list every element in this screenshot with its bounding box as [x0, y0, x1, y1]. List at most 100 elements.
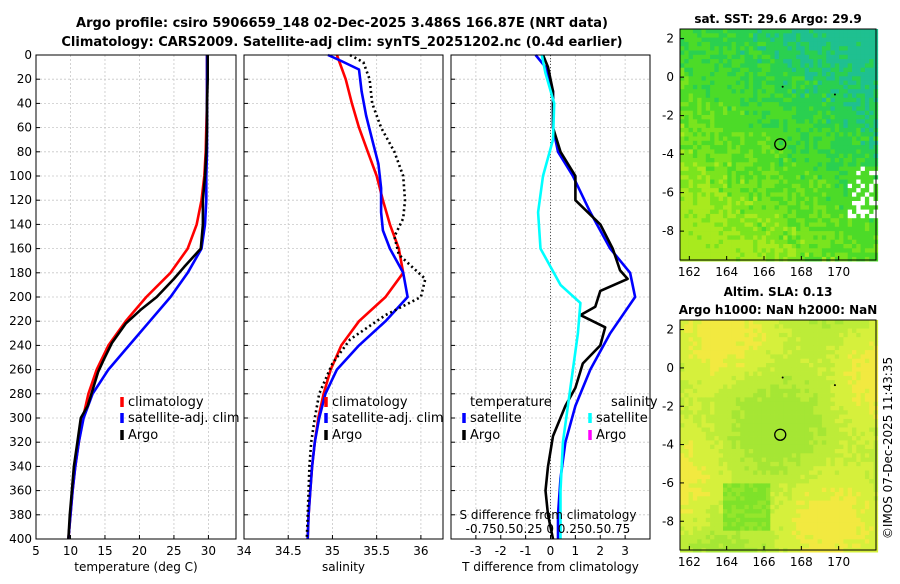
map-cell	[684, 415, 689, 420]
map-cell	[805, 81, 810, 86]
map-cell	[762, 367, 767, 372]
map-cell	[740, 505, 745, 510]
map-cell	[680, 514, 685, 519]
map-cell	[813, 59, 818, 64]
map-cell	[706, 51, 711, 56]
map-cell	[792, 167, 797, 172]
map-cell	[826, 436, 831, 441]
map-cell	[719, 522, 724, 527]
sla-map-subtitle: Argo h1000: NaN h2000: NaN	[679, 303, 878, 317]
map-cell	[714, 337, 719, 342]
map-cell	[818, 432, 823, 437]
map-cell	[818, 51, 823, 56]
map-cell	[813, 29, 818, 34]
map-cell	[702, 210, 707, 215]
map-cell	[723, 128, 728, 133]
map-cell	[706, 42, 711, 47]
map-cell	[689, 350, 694, 355]
map-cell	[865, 51, 870, 56]
map-cell	[843, 89, 848, 94]
map-cell	[736, 29, 741, 34]
map-cell	[693, 197, 698, 202]
map-cell	[732, 214, 737, 219]
map-cell	[839, 89, 844, 94]
map-cell	[702, 89, 707, 94]
map-cell	[788, 38, 793, 43]
map-cell	[710, 171, 715, 176]
map-cell	[805, 119, 810, 124]
map-cell	[869, 55, 874, 60]
map-cell	[861, 475, 866, 480]
map-cell	[852, 471, 857, 476]
map-cell	[727, 55, 732, 60]
map-cell	[727, 440, 732, 445]
map-cell	[835, 518, 840, 523]
map-cell	[749, 458, 754, 463]
map-cell	[852, 132, 857, 137]
map-cell	[775, 197, 780, 202]
map-cell	[775, 188, 780, 193]
map-cell	[762, 218, 767, 223]
map-cell	[710, 145, 715, 150]
map-cell	[779, 180, 784, 185]
map-cell	[822, 158, 827, 163]
map-cell	[800, 350, 805, 355]
map-cell	[689, 342, 694, 347]
map-cell	[684, 397, 689, 402]
map-cell	[753, 514, 758, 519]
map-cell	[689, 42, 694, 47]
map-cell	[865, 106, 870, 111]
map-cell	[736, 436, 741, 441]
map-cell	[852, 33, 857, 38]
map-cell	[826, 320, 831, 325]
map-cell	[766, 145, 771, 150]
map-cell	[792, 372, 797, 377]
map-cell	[762, 106, 767, 111]
map-cell	[693, 227, 698, 232]
map-cell	[779, 445, 784, 450]
map-cell	[805, 436, 810, 441]
map-cell	[745, 137, 750, 142]
map-cell	[732, 128, 737, 133]
map-cell	[753, 63, 758, 68]
map-cell	[740, 188, 745, 193]
map-cell	[835, 240, 840, 245]
map-cell	[684, 501, 689, 506]
map-cell	[869, 514, 874, 519]
map-cell	[749, 505, 754, 510]
map-cell	[723, 188, 728, 193]
map-cell	[762, 354, 767, 359]
map-cell	[706, 393, 711, 398]
map-y-tick-label: -4	[662, 147, 674, 161]
map-cell	[770, 518, 775, 523]
map-cell	[719, 501, 724, 506]
map-cell	[848, 119, 853, 124]
map-cell	[843, 458, 848, 463]
map-cell	[766, 410, 771, 415]
map-cell	[727, 462, 732, 467]
map-cell	[818, 38, 823, 43]
map-cell	[852, 320, 857, 325]
map-cell	[813, 231, 818, 236]
map-cell	[779, 479, 784, 484]
map-cell	[831, 342, 836, 347]
map-cell	[770, 235, 775, 240]
map-cell	[869, 445, 874, 450]
map-cell	[831, 501, 836, 506]
map-cell	[680, 171, 685, 176]
map-cell	[693, 149, 698, 154]
map-cell	[843, 63, 848, 68]
map-cell	[710, 119, 715, 124]
map-cell	[762, 458, 767, 463]
map-cell	[766, 514, 771, 519]
map-cell	[770, 38, 775, 43]
map-cell	[753, 466, 758, 471]
map-cell	[745, 466, 750, 471]
map-cell	[762, 89, 767, 94]
map-cell	[736, 89, 741, 94]
map-cell	[796, 42, 801, 47]
map-cell	[689, 46, 694, 51]
map-cell	[852, 145, 857, 150]
map-cell	[835, 483, 840, 488]
map-cell	[749, 432, 754, 437]
